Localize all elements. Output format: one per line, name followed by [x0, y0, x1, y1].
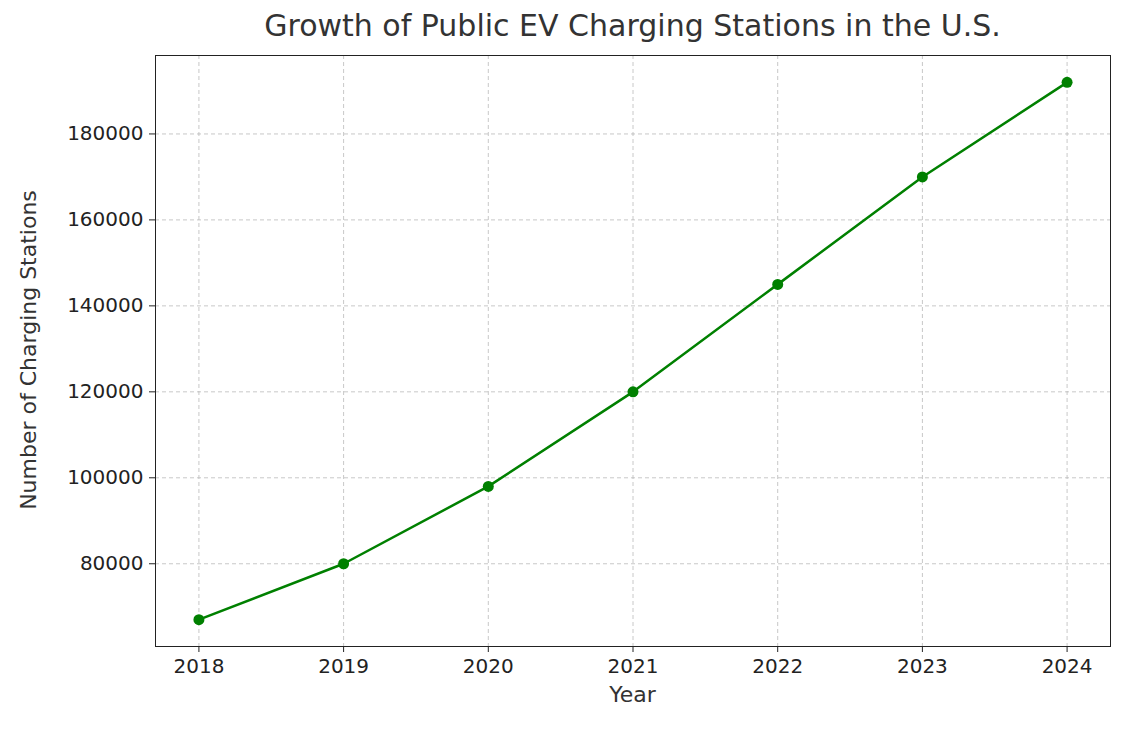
svg-text:2023: 2023 — [897, 654, 948, 678]
svg-text:140000: 140000 — [67, 293, 143, 317]
svg-text:2020: 2020 — [463, 654, 514, 678]
svg-text:80000: 80000 — [80, 551, 144, 575]
svg-text:2022: 2022 — [752, 654, 803, 678]
html-text:Number of Charging Stations: Number of Charging Stations — [15, 190, 41, 510]
html-text:Growth of Public EV Charging S: Growth of Public EV Charging Stations in… — [264, 8, 1001, 43]
svg-text:2019: 2019 — [318, 654, 369, 678]
svg-text:120000: 120000 — [67, 379, 143, 403]
svg-text:2024: 2024 — [1042, 654, 1093, 678]
svg-text:2021: 2021 — [608, 654, 659, 678]
svg-text:160000: 160000 — [67, 207, 143, 231]
svg-text:180000: 180000 — [67, 121, 143, 145]
svg-text:100000: 100000 — [67, 465, 143, 489]
html-text:Year: Year — [609, 682, 656, 707]
svg-text:2018: 2018 — [173, 654, 224, 678]
